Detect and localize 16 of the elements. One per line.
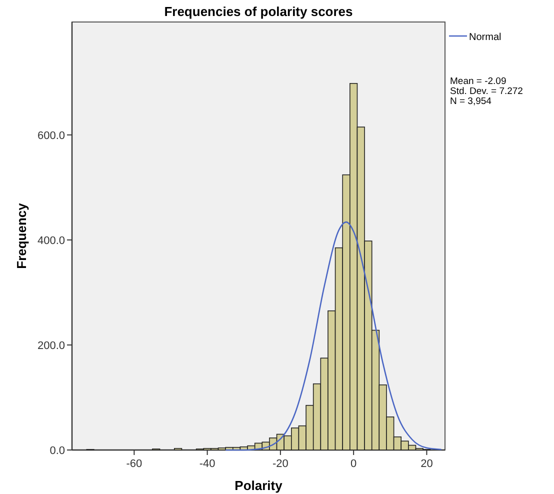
x-tick-label: -40: [199, 458, 216, 470]
text: Mean = -2.09: [450, 76, 506, 87]
chart-title: Frequencies of polarity scores: [164, 4, 353, 19]
x-axis-title: Polarity: [234, 478, 284, 493]
y-tick-label: 400.0: [37, 234, 65, 247]
text: Std. Dev. = 7.272: [450, 86, 523, 97]
y-tick-label: 0.0: [50, 445, 65, 457]
x-tick-label: 20: [420, 458, 433, 470]
x-tick-label: -20: [272, 458, 288, 470]
text: N = 3,954: [450, 96, 492, 107]
legend-label: Normal: [469, 32, 502, 43]
y-tick-label: 200.0: [37, 340, 65, 352]
y-axis-title: Frequency: [14, 202, 29, 269]
x-tick-label: 0: [350, 458, 357, 470]
x-tick-label: -60: [126, 458, 142, 470]
y-tick-label: 600.0: [37, 130, 65, 142]
